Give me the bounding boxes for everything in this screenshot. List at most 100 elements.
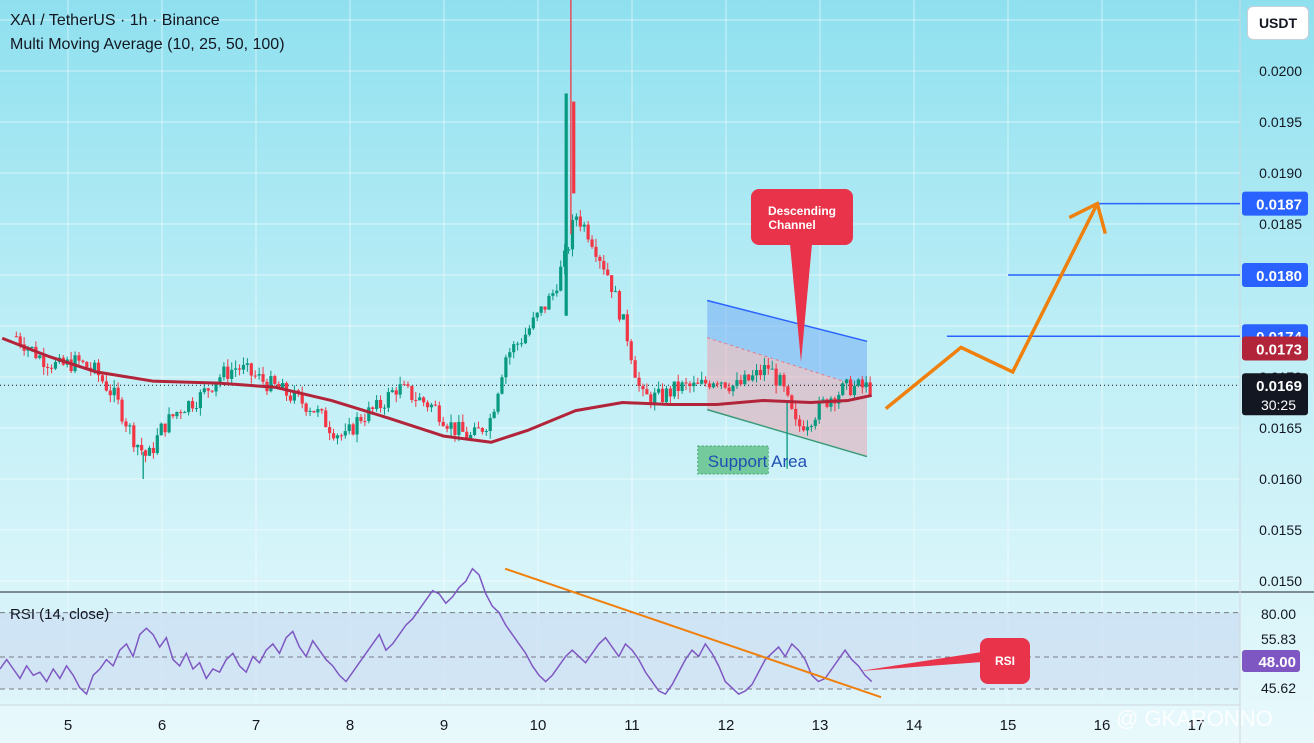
candle-body [132,425,136,448]
current-price-badge-box[interactable] [1242,373,1308,416]
candle-body [249,363,253,376]
rsi-current-badge-box[interactable] [1242,650,1300,672]
candle-body [202,388,206,393]
candle-body [190,401,195,409]
candle-body [100,375,105,382]
candle-body [386,392,390,408]
candle-body [210,390,214,392]
price-tick-label: 0.0155 [1259,522,1302,538]
candle-body [112,387,116,396]
rsi-line[interactable] [0,567,873,696]
candle-countdown: 30:25 [1261,397,1296,413]
candle-body [187,401,191,413]
candle-body [151,447,155,454]
candle-body [564,93,568,316]
support-area-box[interactable] [697,445,769,475]
candle-body [578,216,582,227]
candle-body [175,412,179,417]
candle-body [422,397,426,403]
projection-arrowhead [1068,201,1107,235]
channel-upper-line[interactable] [707,299,868,343]
rsi-title[interactable]: RSI (14, close) [10,606,110,623]
candle-body [727,387,731,392]
candle-body [194,408,199,410]
moving-average-line[interactable] [1,336,873,444]
candle-body [735,380,739,386]
candle-body [38,355,42,359]
candle-body [461,421,465,432]
candle-body [555,290,559,294]
candle-body [868,382,872,395]
candle-body [359,417,363,422]
candle-body [504,357,508,378]
candle-body [183,412,187,414]
candle-body [657,388,661,393]
rsi-tick-label: 80.00 [1261,606,1296,622]
candle-body [143,450,148,456]
candle-body [226,366,230,379]
candle-body [241,364,246,370]
candle-body [335,435,340,439]
candle-body [570,219,575,250]
candle-body [523,334,528,344]
candle-body [559,266,563,291]
candle-body [590,239,594,247]
channel-callout-pointer [790,244,812,362]
rsi-trendline[interactable] [504,567,882,699]
candle-body [688,383,692,387]
candle-body [382,407,387,409]
candle-body [547,295,551,310]
candle-body [390,390,394,393]
indicator-legend[interactable]: Multi Moving Average (10, 25, 50, 100) [10,36,285,53]
candle-body [606,269,610,276]
price-badge-ma-box[interactable] [1242,336,1308,361]
candle-body [453,422,457,435]
candle-body [715,383,719,385]
candle-body [167,414,171,433]
candle-body [469,434,473,439]
candle-body [786,386,790,396]
candle-body [73,355,77,372]
candle-body [747,374,751,381]
candle-body [316,409,320,413]
candle-body [672,381,676,397]
candle-body [852,385,857,396]
price-tick-label: 0.0195 [1259,114,1302,130]
candle-body [817,401,821,420]
candle-body [766,365,770,369]
time-tick-label: 11 [624,717,640,734]
candle-body [257,374,261,376]
candle-body [488,418,492,432]
candle-body [402,384,406,386]
candle-body [245,363,249,365]
candle-body [355,417,359,435]
rsi-callout-box[interactable] [980,638,1030,684]
candle-body [394,390,398,395]
price-badge-target2-box[interactable] [1242,263,1308,287]
candle-body [535,312,539,318]
channel-callout-line2: Channel [768,218,815,232]
candle-body [18,336,22,345]
candle-body [794,408,798,420]
rsi-tick-label: 55.83 [1261,631,1296,647]
candle-body [739,380,743,385]
time-tick-label: 15 [1000,717,1017,734]
candle-body [441,421,445,427]
candle-body [269,376,273,392]
symbol-title[interactable]: XAI / TetherUS · 1h · Binance [10,12,220,29]
candle-body [484,431,488,433]
price-badge-target1-box[interactable] [1242,191,1308,216]
candle-body [762,365,766,376]
price-badge-target2: 0.0180 [1256,268,1302,285]
candle-body [637,377,641,387]
candle-body [281,383,285,389]
price-tick-label: 0.0150 [1259,573,1302,589]
candle-body [860,379,864,388]
projection-path[interactable] [884,202,1099,410]
candle-body [743,374,747,385]
candle-body [320,409,324,411]
candle-body [539,306,543,313]
channel-callout-box[interactable] [751,189,853,245]
currency-button[interactable]: USDT [1247,6,1309,40]
